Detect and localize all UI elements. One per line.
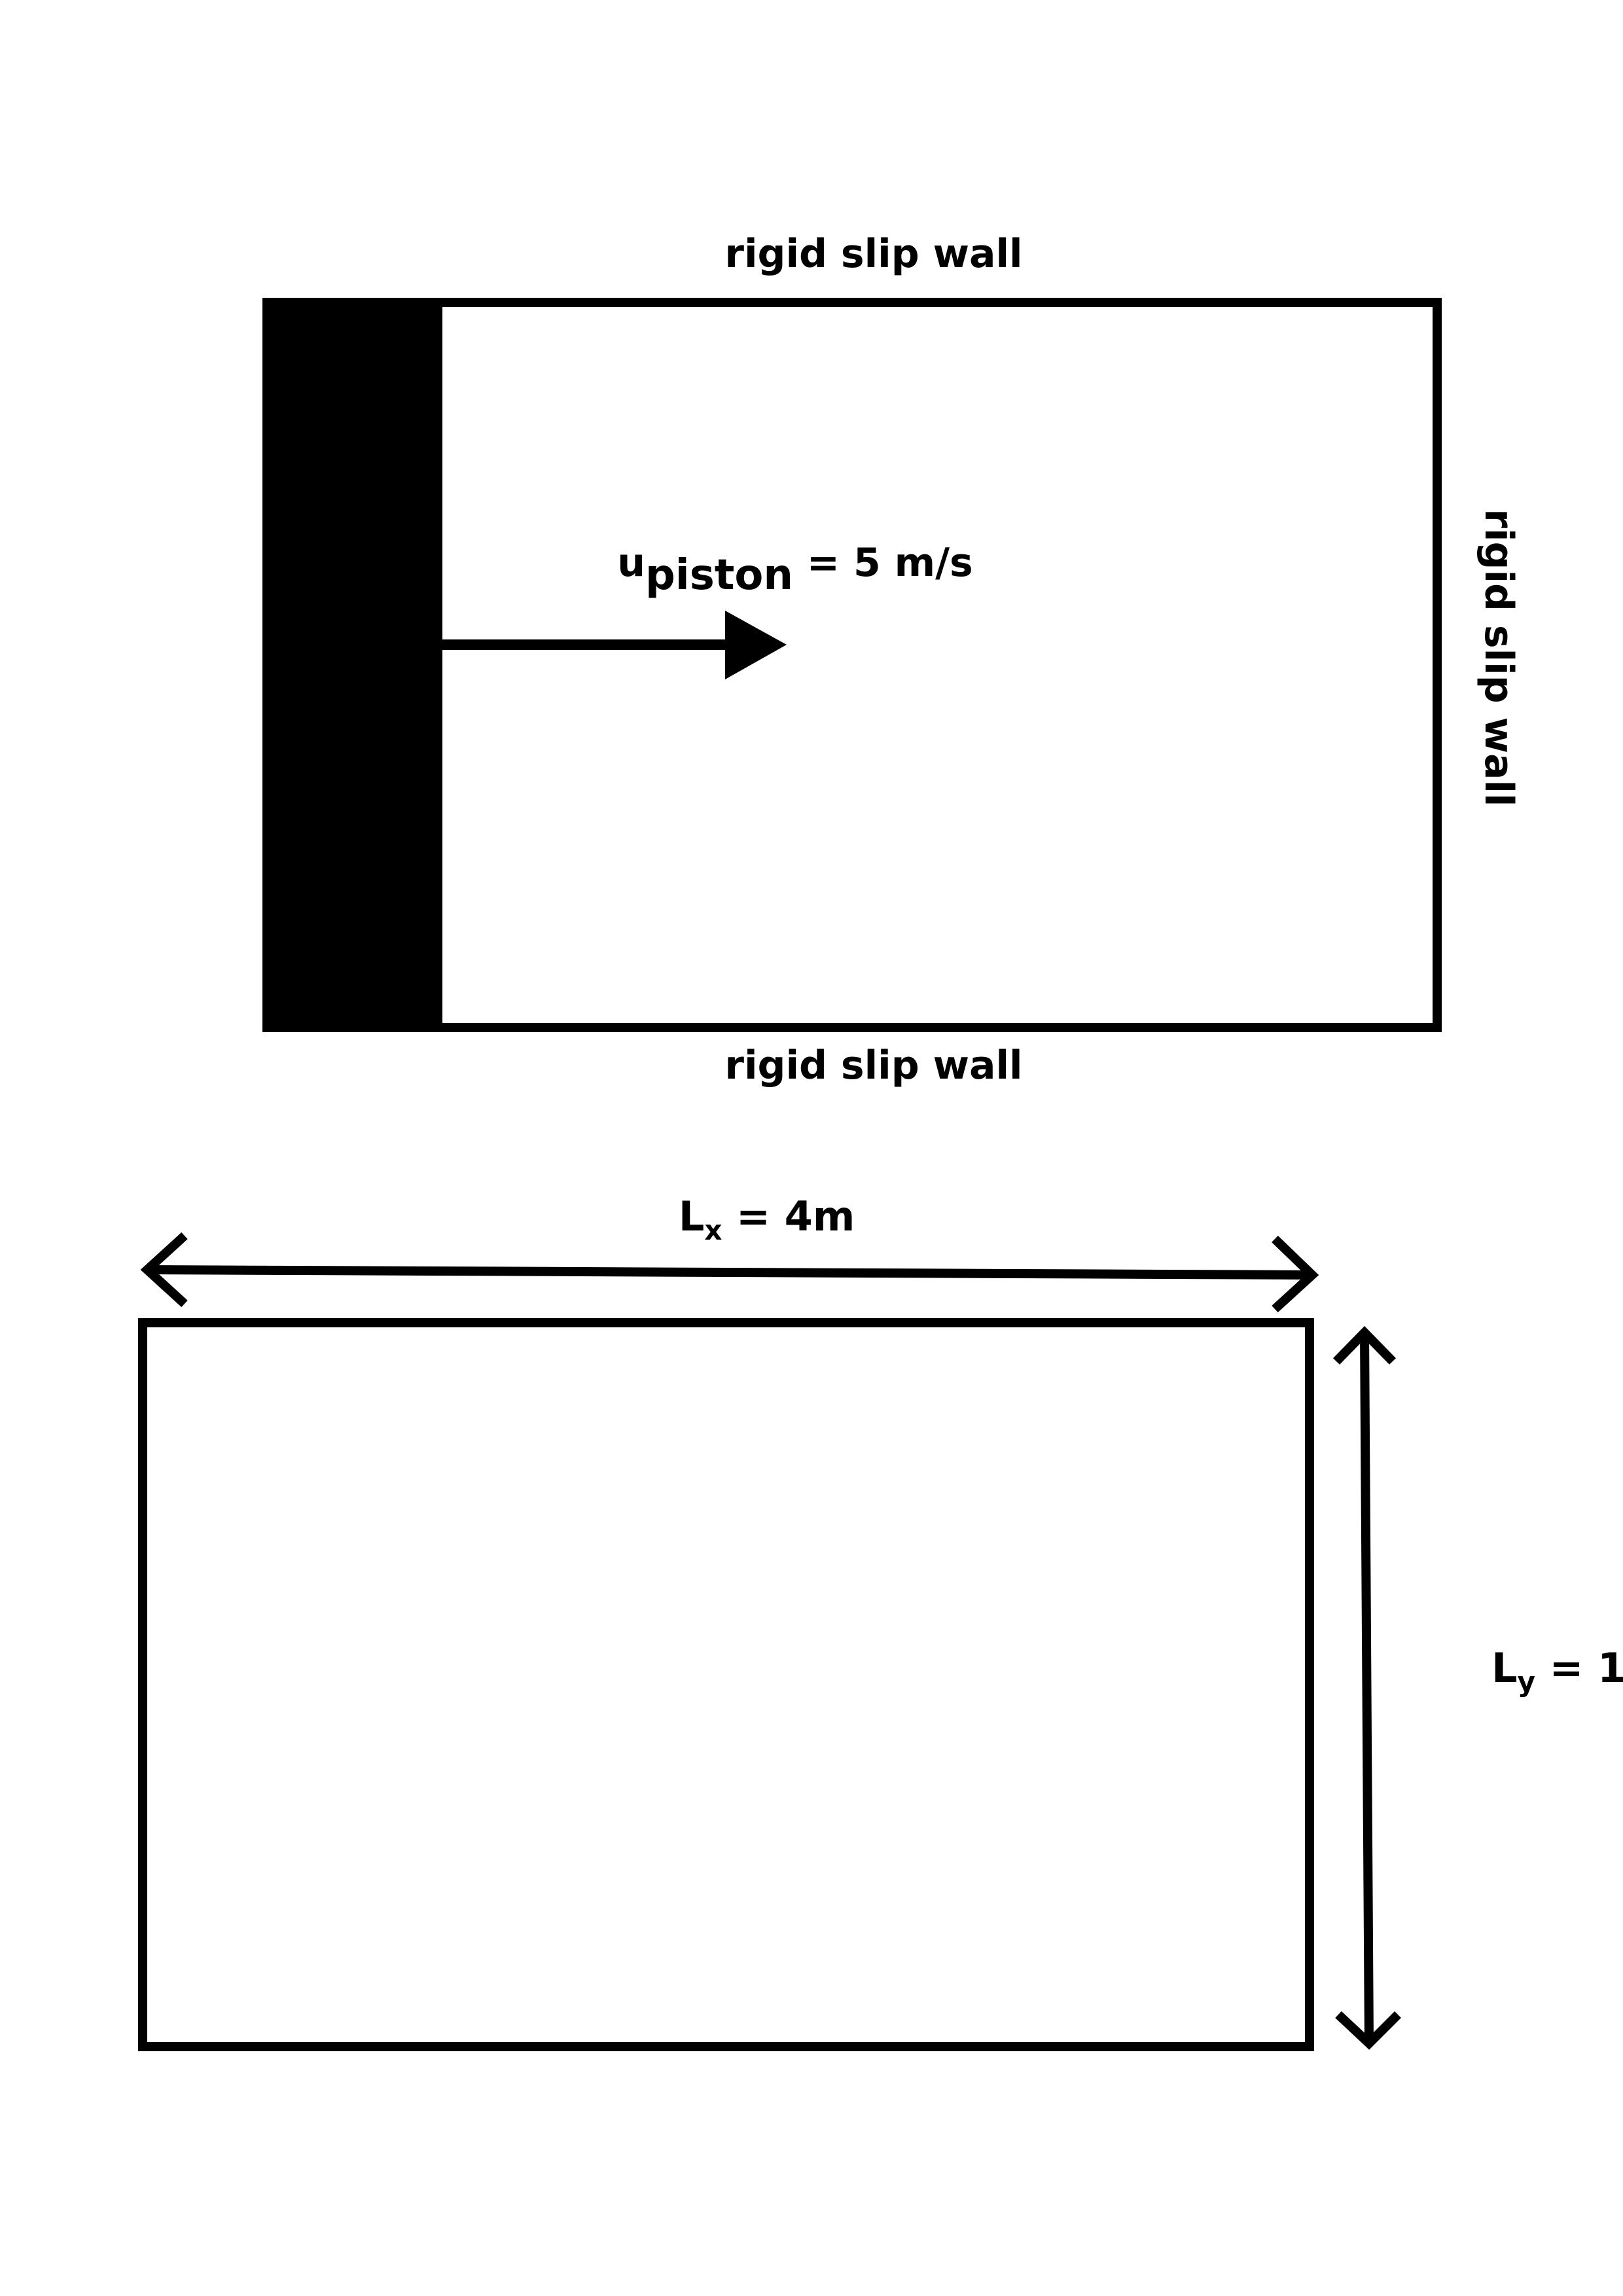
domain-rectangle <box>138 1318 1314 2051</box>
piston-setup: rigid slip wall upiston = 5 m/s rigid sl… <box>262 231 1522 1088</box>
top-wall-label: rigid slip wall <box>724 231 1022 277</box>
velocity-label: upiston = 5 m/s <box>522 540 1041 600</box>
piston <box>267 302 442 1028</box>
velocity-value: = 5 m/s <box>793 540 973 586</box>
velocity-arrow-head <box>725 611 787 679</box>
ly-dimension-arrow <box>1332 1325 1401 2050</box>
lx-subscript: x <box>704 1214 722 1246</box>
domain-boundary <box>262 298 1442 1032</box>
velocity-arrow <box>373 611 787 679</box>
right-wall-label: rigid slip wall <box>1476 509 1522 806</box>
ly-symbol: L <box>1491 1644 1518 1692</box>
lx-symbol: L <box>679 1193 705 1240</box>
velocity-symbol: u <box>617 540 645 586</box>
bottom-wall-label: rigid slip wall <box>724 1043 1022 1088</box>
domain-dimensions: Lx = 4m Ly = 1m <box>138 1193 1623 2051</box>
lx-label: Lx = 4m <box>580 1193 926 1246</box>
ly-label: Ly = 1m <box>1393 1644 1623 1698</box>
ly-subscript: y <box>1518 1666 1535 1698</box>
ly-value: = 1m <box>1535 1644 1623 1692</box>
velocity-subscript: piston <box>645 551 793 600</box>
lx-value: = 4m <box>722 1193 855 1240</box>
lx-dimension-arrow <box>140 1232 1319 1313</box>
